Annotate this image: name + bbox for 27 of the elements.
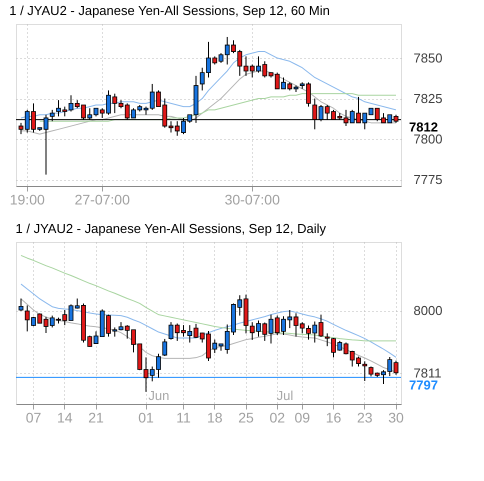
x-tick-label: 25 [238, 410, 254, 426]
x-tick-label: 01 [138, 410, 154, 426]
x-tick-label: 19:00 [10, 192, 45, 208]
y-tick-label: 7825 [414, 91, 442, 106]
x-tick-label: 30-07:00 [224, 192, 280, 208]
chart-title: 1 / JYAU2 - Japanese Yen-All Sessions, Sep 12, 60 Min [9, 3, 330, 18]
x-tick-label: 14 [56, 410, 73, 426]
x-tick-label: 23 [356, 410, 373, 426]
x-tick-label: 16 [326, 410, 342, 426]
chart-title: 1 / JYAU2 - Japanese Yen-All Sessions, Sep 12, Daily [16, 221, 326, 236]
x-tick-label: 27-07:00 [74, 192, 130, 208]
x-tick-label: 30 [388, 410, 404, 426]
candlestick [162, 338, 168, 357]
x-tick-label: 11 [176, 410, 191, 426]
x-tick-label: 18 [206, 410, 223, 426]
annotation: Jun [148, 388, 170, 403]
y-tick-label: 8000 [414, 303, 442, 318]
x-tick-label: 07 [26, 410, 42, 426]
x-tick-label: 21 [88, 410, 104, 426]
x-tick-label: 02 [269, 410, 286, 426]
line-series [20, 284, 396, 358]
candlestick [362, 360, 368, 382]
annotation: Jul [276, 388, 294, 403]
y-tick-label: 7775 [414, 172, 442, 188]
x-tick-label: 09 [294, 410, 310, 426]
y-tick-label: 7850 [414, 50, 442, 66]
candlestick [18, 298, 24, 312]
